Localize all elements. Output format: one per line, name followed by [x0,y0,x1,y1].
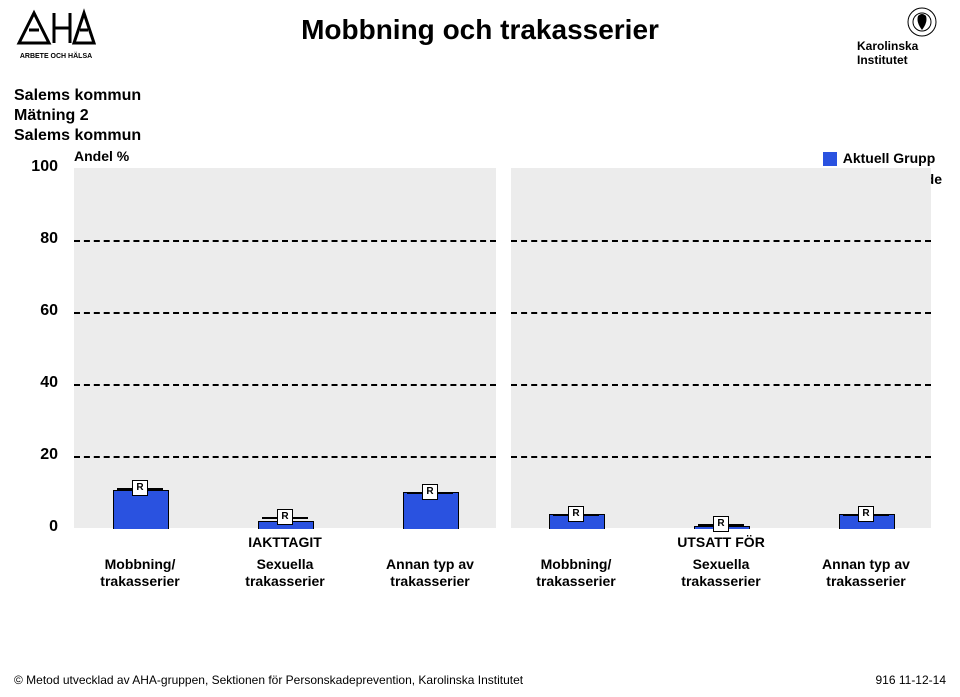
grid-line [74,312,496,314]
meta-block: Salems kommun Mätning 2 Salems kommun [14,86,141,146]
category-label: Annan typ avtrakasserier [806,556,926,590]
y-tick-label: 100 [14,158,58,176]
meta-line2: Mätning 2 [14,106,141,126]
reference-marker: R [262,509,308,525]
chart-area: 020406080100RMobbning/trakasserierRSexue… [14,168,946,568]
legend-label-aktuell: Aktuell Grupp [843,148,936,169]
logo-right-text2: Institutet [857,53,908,66]
grid-line [511,456,931,458]
plot-background [74,168,496,528]
group-label: UTSATT FÖR [641,534,801,550]
y-tick-label: 20 [14,446,58,464]
grid-line [511,384,931,386]
y-tick-label: 40 [14,374,58,392]
reference-marker: R [553,506,599,522]
reference-marker: R [698,516,744,532]
category-label: Annan typ avtrakasserier [370,556,490,590]
grid-line [74,384,496,386]
footer-right: 916 11-12-14 [876,673,947,687]
y-tick-label: 0 [14,518,58,536]
reference-marker: R [843,506,889,522]
plot-background [511,168,931,528]
grid-line [511,312,931,314]
legend-swatch-aktuell [823,152,837,166]
meta-line3: Salems kommun [14,126,141,146]
category-label: Sexuellatrakasserier [661,556,781,590]
logo-left-text: ARBETE OCH HÄLSA [20,52,92,60]
reference-marker: R [117,480,163,496]
meta-line1: Salems kommun [14,86,141,106]
grid-line [511,240,931,242]
page-title: Mobbning och trakasserier [0,14,960,46]
category-label: Mobbning/trakasserier [516,556,636,590]
reference-marker: R [407,484,453,500]
y-tick-label: 60 [14,302,58,320]
grid-line [74,240,496,242]
y-tick-label: 80 [14,230,58,248]
footer-left: © Metod utvecklad av AHA-gruppen, Sektio… [14,673,523,687]
group-label: IAKTTAGIT [205,534,365,550]
category-label: Mobbning/trakasserier [80,556,200,590]
y-axis-label: Andel % [74,148,129,164]
grid-line [74,456,496,458]
category-label: Sexuellatrakasserier [225,556,345,590]
